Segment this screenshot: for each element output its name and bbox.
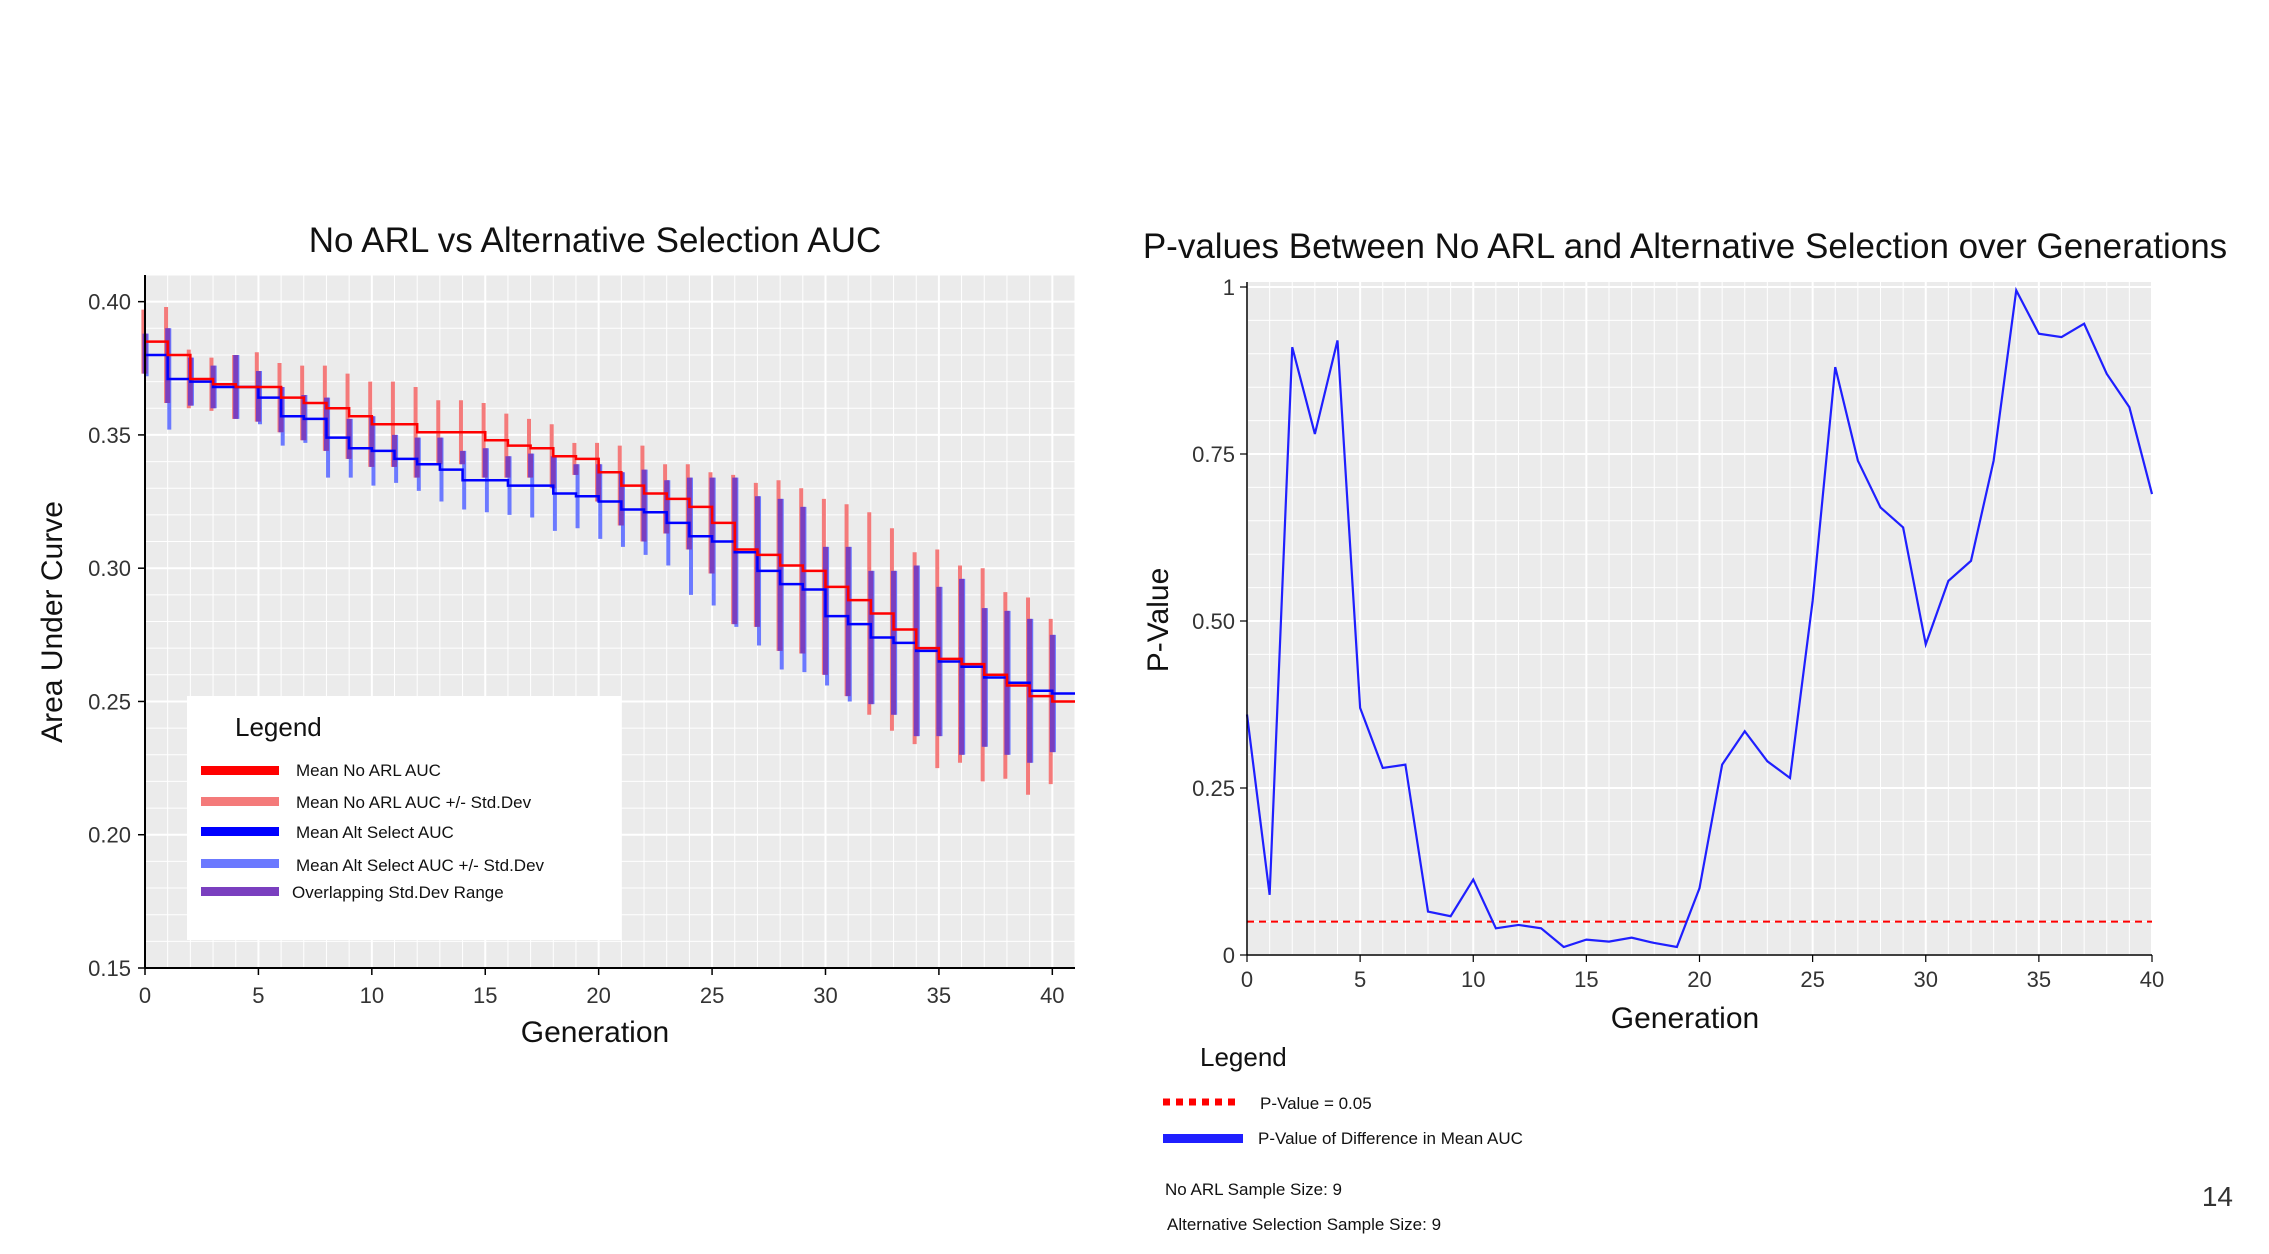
- auc-chart-title: No ARL vs Alternative Selection AUC: [309, 221, 882, 260]
- legend-swatch-std-alt: [201, 859, 279, 868]
- auc-x-tick-labels: 0 5 10 15 20 25 30 35 40: [139, 983, 1065, 1008]
- pvalue-x-tick-label: 20: [1687, 967, 1711, 992]
- auc-x-tick-label: 25: [700, 983, 724, 1008]
- auc-x-tick-label: 10: [360, 983, 384, 1008]
- pvalue-x-tick-label: 35: [2027, 967, 2051, 992]
- legend-swatch-overlap: [201, 887, 279, 896]
- pvalue-legend: Legend P-Value = 0.05 P-Value of Differe…: [1163, 1042, 1523, 1234]
- pvalue-axes: [1240, 282, 2153, 962]
- legend-label-threshold: P-Value = 0.05: [1260, 1094, 1372, 1113]
- auc-legend-box: [187, 696, 621, 940]
- auc-axes: [138, 275, 1075, 975]
- auc-x-tick-label: 35: [927, 983, 951, 1008]
- auc-x-axis-title: Generation: [521, 1016, 669, 1049]
- altsel-sample-size: Alternative Selection Sample Size: 9: [1167, 1215, 1441, 1234]
- pvalue-line: [1245, 286, 2154, 949]
- auc-legend: Legend Mean No ARL AUC Mean No ARL AUC +…: [187, 696, 621, 940]
- auc-y-tick-labels: 0.15 0.20 0.25 0.30 0.35 0.40: [88, 290, 131, 981]
- legend-swatch-pvalue: [1163, 1134, 1243, 1143]
- pvalue-y-tick-label: 0.25: [1192, 776, 1235, 801]
- auc-y-tick-label: 0.20: [88, 823, 131, 848]
- pvalue-x-tick-label: 0: [1241, 967, 1253, 992]
- pvalue-y-tick-label: 1: [1223, 275, 1235, 300]
- page-number: 14: [2202, 1181, 2233, 1212]
- pvalue-x-tick-label: 30: [1914, 967, 1938, 992]
- pvalue-x-tick-label: 10: [1461, 967, 1485, 992]
- auc-x-tick-label: 40: [1040, 983, 1064, 1008]
- auc-y-tick-label: 0.25: [88, 689, 131, 714]
- noarl-sample-size: No ARL Sample Size: 9: [1165, 1180, 1342, 1199]
- auc-x-tick-label: 30: [813, 983, 837, 1008]
- auc-y-axis-title: Area Under Curve: [36, 501, 69, 743]
- pvalue-x-tick-label: 5: [1354, 967, 1366, 992]
- pvalue-y-tick-label: 0: [1223, 943, 1235, 968]
- pvalue-y-tick-label: 0.75: [1192, 442, 1235, 467]
- legend-swatch-std-noarl: [201, 797, 279, 806]
- pvalue-x-tick-label: 25: [1800, 967, 1824, 992]
- legend-swatch-mean-alt: [201, 827, 279, 836]
- legend-label-mean-noarl: Mean No ARL AUC: [296, 761, 441, 780]
- legend-label-overlap: Overlapping Std.Dev Range: [292, 883, 504, 902]
- pvalue-x-axis-title: Generation: [1611, 1002, 1759, 1035]
- pvalue-y-tick-labels: 0 0.25 0.50 0.75 1: [1192, 275, 1235, 968]
- pvalue-legend-title: Legend: [1200, 1042, 1287, 1072]
- auc-mean-lines: [145, 340, 1075, 703]
- auc-y-tick-label: 0.35: [88, 423, 131, 448]
- pvalue-x-tick-label: 40: [2140, 967, 2164, 992]
- legend-label-mean-alt: Mean Alt Select AUC: [296, 823, 454, 842]
- pvalue-x-tick-labels: 0 5 10 15 20 25 30 35 40: [1241, 967, 2164, 992]
- auc-y-tick-label: 0.15: [88, 956, 131, 981]
- auc-x-tick-label: 20: [586, 983, 610, 1008]
- auc-chart: No ARL vs Alternative Selection AUC 0 5 10…: [36, 221, 1076, 1049]
- pvalue-y-axis-title: P-Value: [1142, 568, 1175, 673]
- auc-x-tick-label: 0: [139, 983, 151, 1008]
- legend-label-pvalue: P-Value of Difference in Mean AUC: [1258, 1129, 1523, 1148]
- auc-legend-title: Legend: [235, 712, 322, 742]
- auc-x-tick-label: 5: [252, 983, 264, 1008]
- auc-x-tick-label: 15: [473, 983, 497, 1008]
- legend-label-std-noarl: Mean No ARL AUC +/- Std.Dev: [296, 793, 532, 812]
- pvalue-gridlines: [1246, 282, 2153, 956]
- legend-swatch-mean-noarl: [201, 766, 279, 775]
- pvalue-chart-title: P-values Between No ARL and Alternative …: [1143, 227, 2227, 266]
- mean-noarl-line: [145, 340, 1075, 703]
- auc-y-tick-label: 0.30: [88, 556, 131, 581]
- pvalue-x-tick-label: 15: [1574, 967, 1598, 992]
- auc-y-tick-label: 0.40: [88, 290, 131, 315]
- legend-label-std-alt: Mean Alt Select AUC +/- Std.Dev: [296, 856, 545, 875]
- pvalue-series: [1245, 286, 2154, 949]
- pvalue-y-tick-label: 0.50: [1192, 609, 1235, 634]
- pvalue-chart: P-values Between No ARL and Alternative …: [1142, 227, 2227, 1234]
- mean-alt-line: [145, 353, 1075, 695]
